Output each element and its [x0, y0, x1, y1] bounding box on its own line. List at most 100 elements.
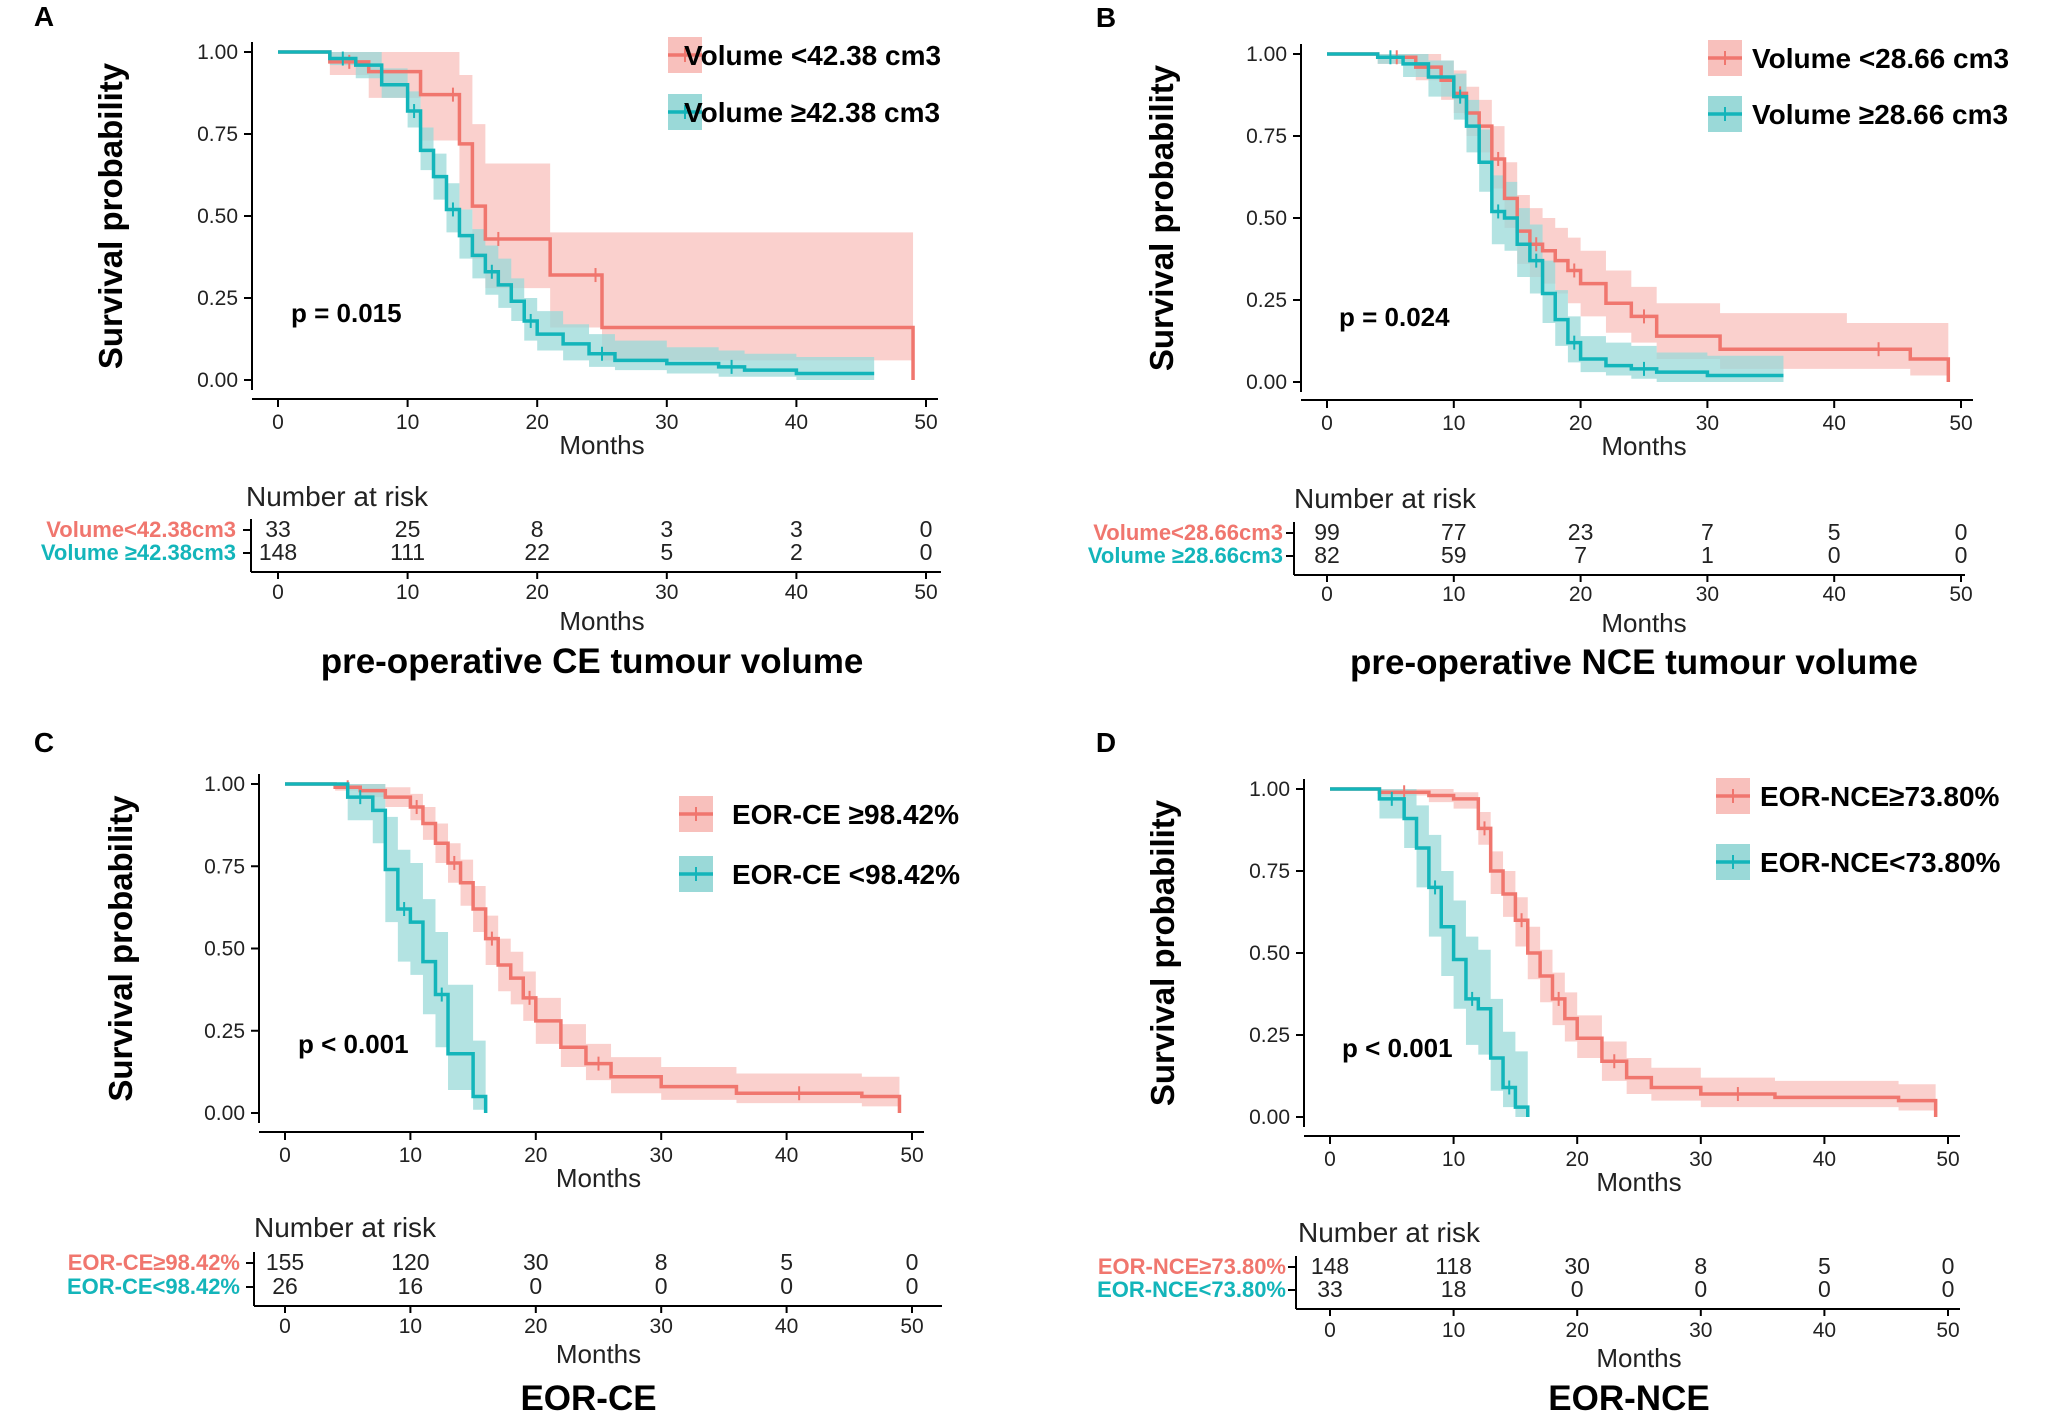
- risk-count: 30: [1564, 1253, 1590, 1279]
- x-tick-label: 50: [900, 1144, 923, 1167]
- risk-x-tick-label: 0: [1321, 583, 1333, 606]
- panel-letter: A: [34, 1, 54, 32]
- x-tick-label: 30: [655, 411, 678, 434]
- panel-subtitle: EOR-NCE: [1548, 1379, 1709, 1415]
- panel-subtitle: pre-operative CE tumour volume: [321, 642, 864, 681]
- survival-curve-teal: [285, 782, 488, 1113]
- risk-count: 0: [906, 1273, 919, 1299]
- risk-count: 18: [1441, 1276, 1467, 1302]
- risk-count: 0: [780, 1273, 793, 1299]
- legend-entry: Volume <42.38 cm3: [684, 40, 941, 71]
- survival-curve-teal: [1330, 787, 1530, 1117]
- x-tick-label: 10: [1442, 1148, 1465, 1171]
- y-axis-title: Survival probability: [1143, 64, 1180, 371]
- risk-table-title: Number at risk: [246, 481, 429, 512]
- legend-entry: EOR-NCE≥73.80%: [1760, 781, 2000, 812]
- risk-count: 33: [1317, 1276, 1343, 1302]
- risk-x-tick-label: 30: [1696, 583, 1719, 606]
- x-tick-label: 20: [1569, 412, 1592, 435]
- risk-table-title: Number at risk: [254, 1212, 437, 1243]
- survival-curve-red: [1330, 787, 1938, 1117]
- y-tick-label: 0.50: [197, 205, 238, 228]
- y-tick-label: 1.00: [1246, 43, 1287, 66]
- risk-row-label: EOR-CE≥98.42%: [68, 1250, 240, 1275]
- risk-count: 26: [272, 1273, 298, 1299]
- risk-x-tick-label: 10: [396, 581, 419, 604]
- risk-x-axis-title: Months: [556, 1339, 641, 1369]
- y-tick-label: 0.00: [1249, 1106, 1290, 1129]
- risk-row-label: Volume ≥28.66cm3: [1088, 543, 1283, 568]
- survival-curve-red: [285, 782, 902, 1113]
- risk-count: 0: [1942, 1276, 1955, 1302]
- risk-count: 5: [1818, 1253, 1831, 1279]
- x-tick-label: 30: [1696, 412, 1719, 435]
- panel-subtitle: pre-operative NCE tumour volume: [1350, 643, 1918, 682]
- risk-x-tick-label: 20: [526, 581, 549, 604]
- risk-row-label: Volume<42.38cm3: [46, 517, 236, 542]
- risk-x-tick-label: 30: [655, 581, 678, 604]
- risk-count: 0: [655, 1273, 668, 1299]
- x-tick-label: 20: [1566, 1148, 1589, 1171]
- x-tick-label: 50: [1949, 412, 1972, 435]
- x-tick-label: 20: [524, 1144, 547, 1167]
- risk-x-tick-label: 50: [914, 581, 937, 604]
- risk-x-tick-label: 20: [1569, 583, 1592, 606]
- x-tick-label: 50: [1936, 1148, 1959, 1171]
- risk-count: 8: [655, 1249, 668, 1275]
- risk-x-axis-title: Months: [1601, 608, 1686, 638]
- panel-a: A 0.00 0.25 0.50 0.75 1.00 Survival probabilit…: [34, 1, 941, 681]
- risk-x-tick-label: 40: [1813, 1319, 1836, 1342]
- risk-count: 155: [266, 1249, 304, 1275]
- y-tick-label: 0.75: [1249, 860, 1290, 883]
- risk-count: 82: [1314, 542, 1340, 568]
- x-axis-title: Months: [1596, 1167, 1681, 1197]
- y-tick-label: 1.00: [197, 41, 238, 64]
- risk-x-tick-label: 30: [1689, 1319, 1712, 1342]
- x-tick-label: 0: [1324, 1148, 1336, 1171]
- legend-entry: Volume ≥42.38 cm3: [684, 97, 940, 128]
- risk-row-label: EOR-NCE≥73.80%: [1098, 1254, 1286, 1279]
- panel-letter: D: [1096, 727, 1116, 758]
- risk-x-tick-label: 0: [272, 581, 284, 604]
- y-axis-title: Survival probability: [102, 795, 139, 1102]
- y-tick-label: 0.25: [197, 287, 238, 310]
- p-value: p < 0.001: [298, 1029, 409, 1059]
- risk-count: 8: [1694, 1253, 1707, 1279]
- risk-count: 148: [259, 539, 297, 565]
- legend-entry: EOR-NCE<73.80%: [1760, 847, 2001, 878]
- risk-count: 16: [398, 1273, 424, 1299]
- risk-count: 30: [523, 1249, 549, 1275]
- risk-x-tick-label: 20: [524, 1315, 547, 1338]
- y-tick-label: 1.00: [204, 773, 245, 796]
- risk-x-tick-label: 50: [1949, 583, 1972, 606]
- y-tick-label: 0.75: [204, 855, 245, 878]
- panel-b: B 0.00 0.25 0.50 0.75 1.00 Survival probabilit…: [1088, 2, 2009, 682]
- risk-count: 22: [524, 539, 550, 565]
- risk-table-title: Number at risk: [1298, 1217, 1481, 1248]
- legend-entry: Volume <28.66 cm3: [1752, 43, 2009, 74]
- risk-count: 0: [1942, 1253, 1955, 1279]
- y-tick-label: 0.00: [197, 369, 238, 392]
- survival-curve-teal: [1327, 52, 1784, 378]
- x-axis-title: Months: [1601, 431, 1686, 461]
- risk-count: 0: [1694, 1276, 1707, 1302]
- risk-count: 5: [780, 1249, 793, 1275]
- risk-count: 120: [391, 1249, 429, 1275]
- risk-count: 59: [1441, 542, 1467, 568]
- risk-count: 25: [395, 516, 421, 542]
- risk-x-tick-label: 50: [1936, 1319, 1959, 1342]
- risk-count: 5: [660, 539, 673, 565]
- x-tick-label: 50: [914, 411, 937, 434]
- ci-band-red: [285, 784, 900, 1107]
- risk-count: 2: [790, 539, 803, 565]
- y-tick-label: 0.50: [1249, 942, 1290, 965]
- y-axis-title: Survival probability: [92, 62, 129, 369]
- risk-count: 0: [920, 539, 933, 565]
- y-tick-label: 0.50: [1246, 207, 1287, 230]
- risk-count: 7: [1574, 542, 1587, 568]
- risk-count: 3: [660, 516, 673, 542]
- legend-entry: Volume ≥28.66 cm3: [1752, 99, 2008, 130]
- panel-c: C 0.00 0.25 0.50 0.75 1.00 Survival probabilit…: [34, 727, 960, 1415]
- risk-x-tick-label: 40: [785, 581, 808, 604]
